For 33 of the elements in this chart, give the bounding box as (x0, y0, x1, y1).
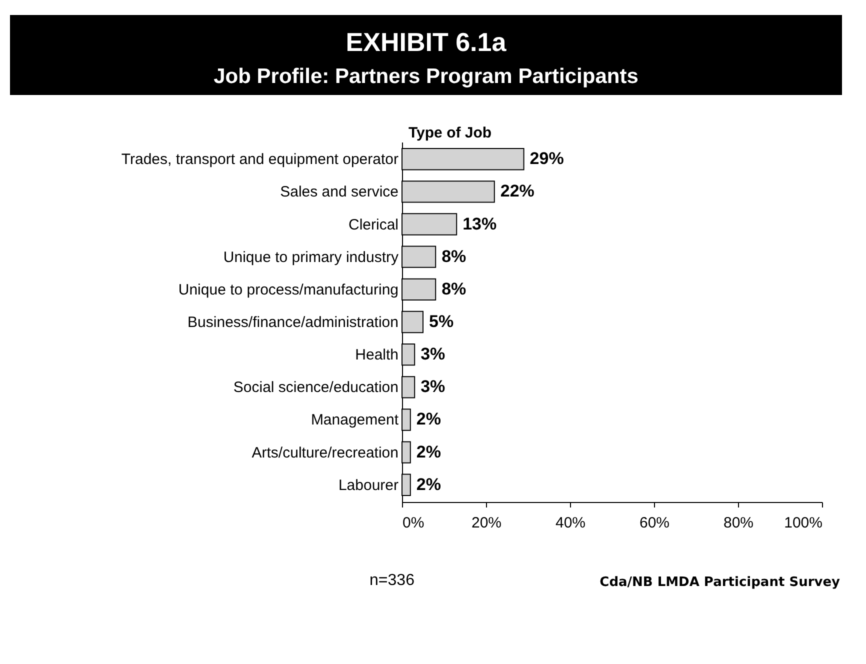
y-tick-label: Labourer (338, 476, 398, 494)
y-tick-label: Unique to primary industry (223, 248, 399, 266)
data-label: 3% (420, 344, 446, 364)
x-tick-label: 20% (471, 514, 502, 532)
data-label: 8% (442, 279, 466, 298)
chart-title: EXHIBIT 6.1a (346, 27, 507, 57)
data-label: 2% (416, 474, 441, 494)
y-tick-label: Social science/education (233, 379, 398, 396)
y-tick-label: Arts/culture/recreation (252, 444, 398, 462)
data-label: 8% (442, 246, 466, 266)
x-tick-label: 0% (402, 514, 424, 532)
y-tick-label: Unique to process/manufacturing (178, 281, 398, 298)
data-label: 29% (530, 149, 564, 168)
data-label: 13% (462, 214, 497, 234)
text: n=336 (370, 572, 415, 589)
y-tick-label: Management (310, 412, 400, 429)
data-label: 2% (416, 442, 441, 462)
chart-subtitle: Job Profile: Partners Program Participants (214, 65, 638, 88)
data-label: 2% (416, 410, 441, 429)
data-label: 5% (429, 312, 454, 331)
x-tick-label: 60% (639, 514, 670, 532)
data-label: 3% (420, 377, 446, 396)
x-tick-label: 100% (784, 514, 822, 532)
y-tick-label: Health (355, 346, 398, 364)
y-axis-title: Type of Job (408, 124, 492, 142)
y-tick-label: Trades, transport and equipment operator (121, 151, 398, 168)
data-label: 22% (500, 182, 534, 201)
y-tick-label: Business/finance/administration (188, 314, 398, 331)
y-tick-label: Clerical (348, 216, 398, 234)
x-tick-label: 40% (555, 514, 586, 532)
x-tick-label: 80% (723, 514, 754, 532)
text: Cda/NB LMDA Participant Survey (600, 575, 841, 590)
y-tick-label: Sales and service (280, 184, 398, 201)
